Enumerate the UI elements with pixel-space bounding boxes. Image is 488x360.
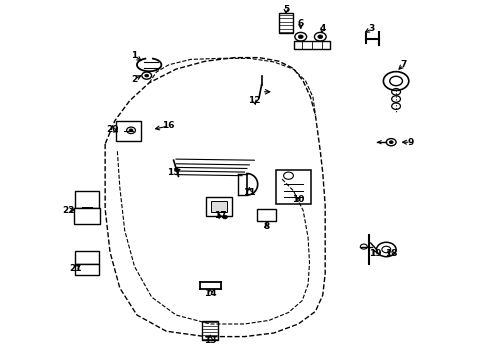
Bar (73, 208, 101, 224)
Bar (293, 41, 330, 49)
Text: 12: 12 (247, 96, 260, 105)
Circle shape (222, 215, 227, 219)
Circle shape (144, 74, 148, 77)
Circle shape (298, 35, 303, 39)
Bar (75, 264, 99, 275)
Bar (211, 201, 226, 212)
Bar (278, 13, 293, 33)
Text: 10: 10 (291, 195, 304, 204)
Text: 6: 6 (297, 19, 303, 28)
Text: 4: 4 (319, 24, 325, 33)
Text: 3: 3 (368, 24, 374, 33)
Text: 7: 7 (399, 60, 406, 69)
Bar (75, 191, 99, 208)
Text: 20: 20 (106, 125, 119, 134)
Bar (256, 209, 276, 221)
Text: 19: 19 (368, 249, 381, 258)
Circle shape (129, 129, 133, 132)
Text: 18: 18 (384, 249, 397, 258)
Circle shape (388, 141, 392, 144)
Text: 17: 17 (213, 211, 226, 220)
Circle shape (317, 35, 322, 39)
Text: 22: 22 (62, 206, 75, 215)
Bar (275, 170, 310, 204)
Text: 21: 21 (69, 264, 82, 273)
Text: 8: 8 (263, 222, 269, 231)
Text: 1: 1 (131, 51, 137, 60)
Text: 2: 2 (131, 75, 137, 84)
Text: 13: 13 (203, 336, 216, 345)
Text: 14: 14 (203, 289, 216, 298)
Text: 5: 5 (283, 4, 288, 13)
Bar (202, 320, 218, 341)
Bar (206, 197, 231, 216)
Text: 11: 11 (243, 188, 255, 197)
Circle shape (142, 72, 151, 79)
Text: 15: 15 (167, 168, 180, 177)
Bar (116, 121, 141, 141)
Bar (75, 251, 99, 264)
Text: 9: 9 (407, 138, 413, 147)
Text: 16: 16 (162, 122, 175, 130)
